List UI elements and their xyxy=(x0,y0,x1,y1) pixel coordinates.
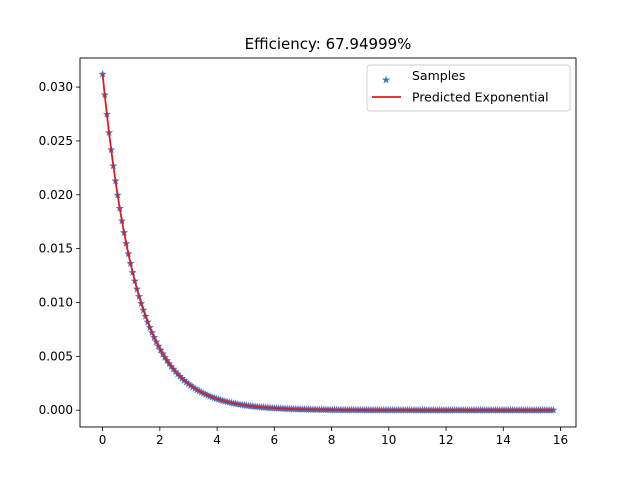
x-tick-label: 2 xyxy=(156,433,164,447)
legend-samples-label: Samples xyxy=(412,68,465,83)
legend-samples-marker: ★ xyxy=(381,74,391,87)
legend: ★ Samples Predicted Exponential xyxy=(366,64,571,112)
plot-area xyxy=(98,69,558,414)
y-tick-label: 0.010 xyxy=(39,295,73,309)
predicted-exponential-line xyxy=(101,74,554,412)
y-tick-label: 0.005 xyxy=(39,349,73,363)
axes-frame xyxy=(79,57,577,428)
x-tick-label: 12 xyxy=(438,433,453,447)
y-axis: 0.000 0.005 0.010 0.015 0.020 0.025 0.030 xyxy=(39,80,80,417)
x-tick-label: 4 xyxy=(213,433,221,447)
legend-frame xyxy=(366,64,571,112)
y-tick-label: 0.025 xyxy=(39,134,73,148)
x-axis: 0 2 4 6 8 10 12 14 16 xyxy=(99,427,568,447)
y-tick-label: 0.030 xyxy=(39,80,73,94)
x-tick-label: 8 xyxy=(328,433,336,447)
y-tick-label: 0.020 xyxy=(39,188,73,202)
chart-title: Efficiency: 67.94999% xyxy=(245,35,412,53)
legend-predicted-label: Predicted Exponential xyxy=(412,90,549,105)
x-tick-label: 14 xyxy=(496,433,511,447)
x-tick-label: 16 xyxy=(553,433,568,447)
y-tick-label: 0.000 xyxy=(39,403,73,417)
x-tick-label: 6 xyxy=(271,433,279,447)
x-tick-label: 10 xyxy=(381,433,396,447)
x-tick-label: 0 xyxy=(99,433,107,447)
y-tick-label: 0.015 xyxy=(39,242,73,256)
sample-point xyxy=(98,69,107,78)
